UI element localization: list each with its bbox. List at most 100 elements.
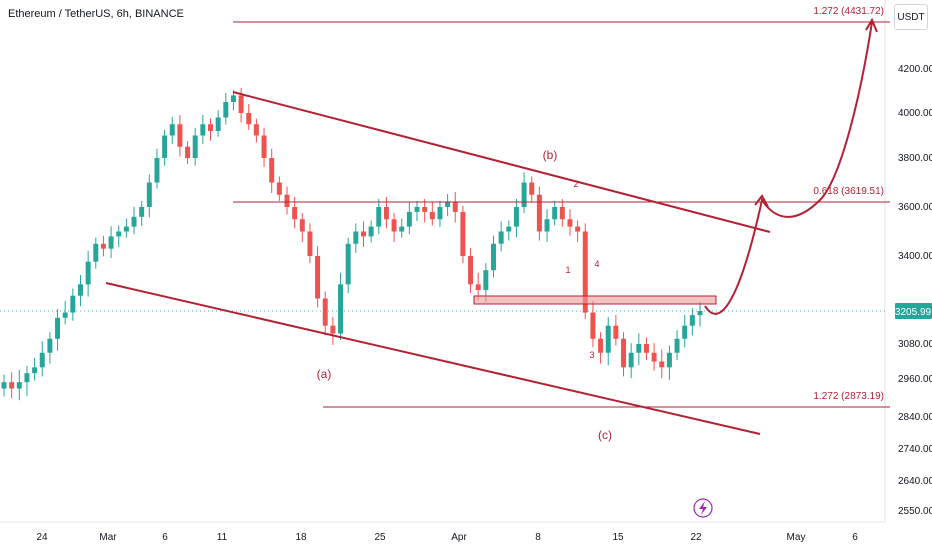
candle-body	[177, 124, 183, 147]
candle-body	[9, 382, 15, 389]
candle-body	[567, 219, 573, 227]
candle-body	[406, 211, 412, 227]
candle-body	[123, 226, 129, 232]
candle-body	[70, 295, 76, 313]
candle-body	[208, 124, 213, 131]
candle-body	[613, 325, 619, 339]
candle-body	[276, 182, 282, 195]
y-tick-label: 2640.00	[898, 476, 932, 487]
x-tick-label: May	[787, 532, 806, 543]
candle-body	[16, 382, 22, 389]
x-tick-label: 18	[295, 532, 307, 543]
candle-body	[85, 261, 91, 285]
candle-body	[529, 182, 535, 195]
candle-body	[536, 194, 542, 232]
currency-selector[interactable]: USDT	[894, 4, 928, 30]
grid	[0, 0, 886, 523]
y-tick-label: 2840.00	[898, 412, 932, 423]
candle-body	[422, 207, 428, 212]
candle-body	[253, 124, 259, 136]
candle-body	[32, 367, 38, 374]
candle-body	[200, 124, 206, 136]
candle-body	[376, 207, 382, 227]
x-tick-label: 15	[612, 532, 624, 543]
candle-body	[330, 325, 336, 334]
candle-body	[238, 95, 244, 113]
candle-body	[246, 113, 252, 125]
candle-body	[269, 158, 275, 183]
candle-body	[475, 284, 481, 291]
lightning-icon-glyph	[699, 501, 707, 515]
candle-body	[100, 243, 106, 249]
candle-body	[62, 312, 68, 318]
candle-body	[39, 352, 45, 368]
y-tick-label: 4000.00	[898, 108, 932, 119]
candle-body	[77, 284, 83, 296]
candle-body	[575, 226, 581, 232]
x-tick-label: 8	[535, 532, 541, 543]
candle-body	[55, 317, 61, 339]
projection-arrow-2	[865, 17, 878, 33]
candle-body	[192, 135, 198, 158]
wave-label-b: (b)	[543, 148, 558, 162]
candle-body	[154, 158, 160, 183]
y-axis: 2550.00 2640.00 2740.00 2840.00 2960.00 3080.…	[895, 64, 932, 517]
candle-body	[299, 219, 305, 232]
candle-body	[498, 231, 504, 244]
candle-body	[414, 207, 420, 212]
candle-body	[559, 207, 565, 220]
candle-body	[116, 231, 122, 237]
candle-body	[93, 243, 99, 262]
candle-body	[643, 344, 649, 353]
candle-body	[215, 117, 221, 131]
y-tick-label: 3080.00	[898, 339, 932, 350]
price-tag-bg	[895, 303, 932, 319]
x-tick-label: 22	[690, 532, 702, 543]
lightning-icon[interactable]	[693, 498, 713, 518]
candle-body	[284, 194, 290, 207]
candle-body	[513, 207, 519, 227]
fib-label-4431: 1.272 (4431.72)	[813, 6, 884, 17]
x-tick-label: 6	[852, 532, 858, 543]
candle-body	[621, 338, 627, 368]
candle-body	[315, 256, 321, 299]
candle-body	[582, 231, 588, 313]
candle-body	[108, 236, 114, 249]
price-tag-label: 3205.99	[895, 307, 932, 318]
candle-body	[552, 207, 558, 220]
candle-body	[544, 219, 550, 232]
candle-body	[590, 312, 596, 339]
candle-body	[682, 325, 688, 339]
candle-body	[338, 284, 344, 334]
wave-num-2: 2	[573, 179, 578, 189]
candle-body	[383, 207, 389, 220]
candle-body	[437, 207, 443, 220]
y-tick-label: 3600.00	[898, 202, 932, 213]
candle-body	[506, 226, 512, 232]
candle-body	[131, 216, 137, 227]
x-tick-label: 24	[36, 532, 48, 543]
channel-upper-line	[232, 91, 771, 233]
x-tick-label: 11	[217, 532, 228, 543]
y-tick-label: 2740.00	[898, 444, 932, 455]
x-tick-label: 6	[162, 532, 168, 543]
candle-body	[261, 135, 267, 158]
candle-body	[598, 338, 604, 353]
candle-body	[628, 352, 634, 368]
y-tick-label: 2550.00	[898, 506, 932, 517]
fib-label-3619: 0.618 (3619.51)	[813, 186, 884, 197]
candle-body	[322, 298, 328, 326]
annotations: 1.272 (4431.72) 0.618 (3619.51) 1.272 (287…	[105, 6, 890, 442]
candle-body	[353, 231, 359, 244]
candles	[1, 88, 703, 401]
wave-label-a: (a)	[317, 367, 332, 381]
y-tick-label: 4200.00	[898, 64, 932, 75]
candle-body	[605, 325, 611, 353]
candle-body	[697, 311, 703, 316]
candle-body	[223, 102, 229, 118]
candle-body	[169, 124, 175, 136]
candle-body	[360, 231, 366, 237]
fib-label-2873: 1.272 (2873.19)	[813, 391, 884, 402]
